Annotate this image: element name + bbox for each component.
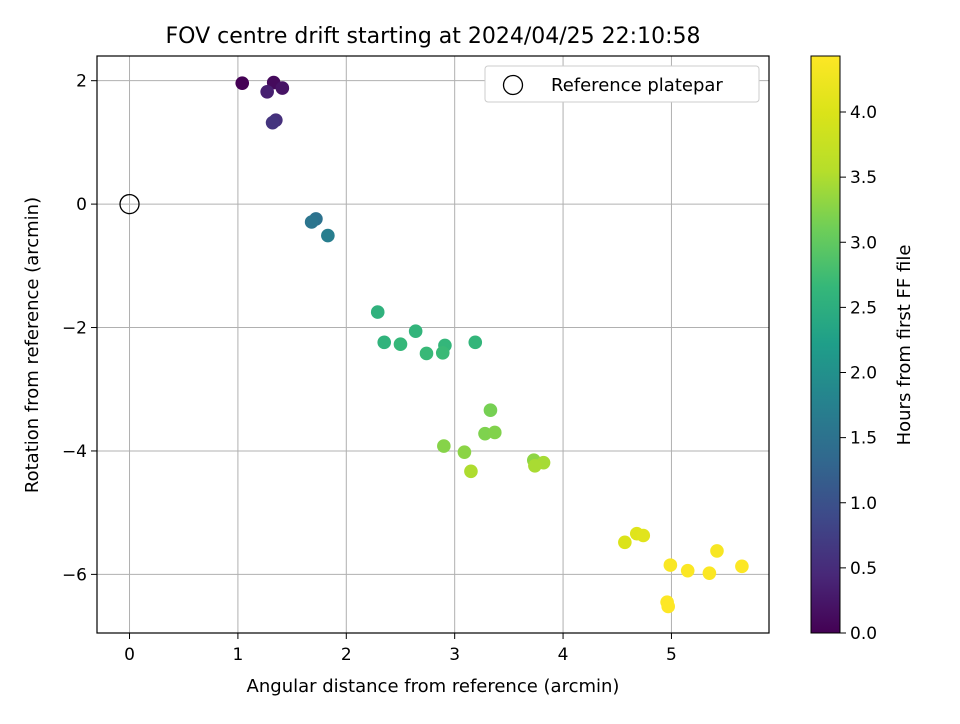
- x-axis-ticks: 0 1 2 3 4 5: [124, 633, 677, 665]
- data-point: [304, 215, 319, 229]
- data-point: [618, 535, 632, 550]
- data-point: [680, 563, 695, 578]
- y-tick-label: −6: [62, 565, 87, 585]
- colorbar-tick-label: 1.5: [850, 429, 877, 449]
- colorbar-tick-label: 2.0: [850, 364, 877, 384]
- y-axis-label: Rotation from reference (arcmin): [22, 197, 43, 493]
- data-point: [483, 403, 498, 418]
- x-tick-label: 1: [232, 645, 243, 665]
- y-tick-label: −4: [62, 442, 87, 462]
- data-point: [370, 305, 385, 319]
- x-tick-label: 3: [449, 645, 460, 665]
- data-point: [393, 337, 408, 351]
- data-point: [636, 528, 651, 543]
- data-point: [487, 425, 502, 440]
- x-tick-label: 2: [341, 645, 352, 665]
- colorbar: 0.0 0.5 1.0 1.5 2.0 2.5 3.0 3.5 4.0 Hours from f…: [810, 55, 915, 644]
- data-point: [235, 76, 250, 90]
- colorbar-tick-label: 3.5: [850, 168, 877, 188]
- colorbar-tick-label: 2.5: [850, 298, 877, 318]
- data-point: [663, 558, 678, 572]
- data-point: [408, 324, 423, 339]
- data-point: [661, 599, 675, 614]
- colorbar-label: Hours from first FF file: [894, 245, 915, 446]
- y-tick-label: 0: [76, 195, 87, 215]
- legend-reference-label: Reference platepar: [551, 75, 723, 96]
- data-point: [457, 445, 472, 459]
- x-tick-label: 4: [558, 645, 569, 665]
- data-point: [468, 335, 483, 350]
- data-point: [265, 115, 280, 130]
- legend-box: [484, 65, 760, 103]
- colorbar-tick-label: 3.0: [850, 233, 877, 253]
- data-point: [275, 81, 290, 95]
- data-point: [260, 84, 274, 99]
- data-point: [419, 346, 434, 361]
- y-axis-ticks: 2 0 −2 −4 −6: [62, 72, 97, 585]
- data-point: [437, 439, 451, 453]
- x-tick-label: 5: [666, 645, 677, 665]
- colorbar-tick-label: 0.0: [850, 624, 877, 644]
- reference-marker-group: [119, 193, 140, 215]
- legend-reference-icon: [502, 74, 524, 96]
- data-point: [528, 458, 542, 473]
- y-tick-label: −2: [62, 319, 87, 339]
- data-point: [321, 228, 335, 243]
- colorbar-tick-label: 1.0: [850, 494, 877, 514]
- data-point: [710, 544, 724, 558]
- plot-frame: [96, 55, 770, 634]
- data-points: [235, 75, 749, 614]
- data-point: [735, 559, 749, 574]
- legend: Reference platepar: [484, 65, 760, 103]
- y-tick-label: 2: [76, 72, 87, 92]
- reference-marker: [119, 193, 140, 215]
- data-point: [435, 346, 450, 360]
- data-point: [377, 335, 392, 350]
- colorbar-tick-label: 4.0: [850, 103, 877, 123]
- data-point: [464, 464, 478, 479]
- x-tick-label: 0: [124, 645, 135, 665]
- grid-lines: [97, 56, 769, 633]
- colorbar-tick-label: 0.5: [850, 559, 877, 579]
- chart-title: FOV centre drift starting at 2024/04/25 …: [166, 24, 701, 49]
- colorbar-ticks: 0.0 0.5 1.0 1.5 2.0 2.5 3.0 3.5 4.0: [840, 103, 877, 644]
- data-point: [702, 566, 717, 580]
- x-axis-label: Angular distance from reference (arcmin): [247, 676, 620, 697]
- colorbar-gradient: [810, 55, 841, 634]
